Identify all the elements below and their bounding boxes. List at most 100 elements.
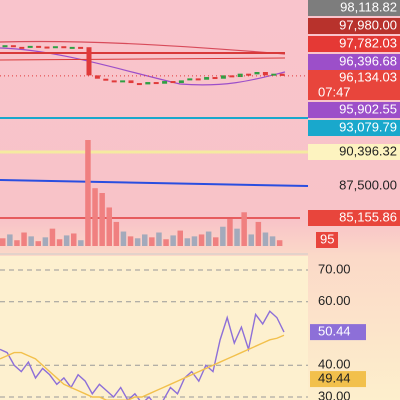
candle: [2, 45, 8, 48]
volume-bar: [142, 234, 148, 246]
volume-bar: [170, 235, 176, 246]
candle: [212, 77, 218, 80]
price-label-box: [308, 120, 400, 136]
candle: [61, 46, 67, 49]
price-label: 90,396.32: [339, 143, 397, 158]
volume-bar: [241, 212, 247, 246]
price-label: 97,980.00: [339, 17, 397, 32]
volume-bar: [191, 236, 198, 246]
rsi-tick-label: 40.00: [318, 357, 351, 372]
candle: [204, 77, 210, 80]
level-line: [0, 57, 286, 61]
volume-bar: [78, 240, 84, 246]
volume-bar: [248, 234, 254, 246]
price-label-box: [308, 86, 400, 100]
volume-bar: [63, 235, 70, 246]
candle: [120, 80, 126, 83]
volume-bar: [255, 221, 262, 246]
volume-bar: [120, 231, 127, 246]
rsi-line: [0, 310, 285, 400]
volume-bar: [56, 239, 63, 246]
volume-bar: [227, 219, 233, 246]
price-label-box: [308, 18, 400, 34]
candle: [19, 46, 25, 49]
volume-bar: [99, 193, 105, 246]
rsi-value-box: [310, 371, 366, 388]
price-label-box: [308, 0, 400, 16]
price-label: 93,079.79: [339, 119, 397, 134]
volume-bar: [113, 221, 120, 246]
candle: [136, 83, 142, 86]
candle: [195, 78, 201, 81]
volume-bar: [92, 188, 98, 246]
volume-bar: [276, 240, 283, 246]
volume-bar: [134, 238, 141, 246]
candle: [78, 46, 84, 49]
candle: [271, 73, 277, 76]
rsi-tick-label: 60.00: [318, 293, 351, 308]
price-label: 95,902.55: [339, 101, 397, 116]
rsi-value-label: 50.44: [318, 324, 351, 339]
candle: [246, 73, 252, 76]
volume-bar: [213, 237, 219, 246]
volume-bar: [127, 236, 134, 246]
price-label: 96,134.03: [339, 69, 397, 84]
volume-bar: [42, 237, 49, 246]
volume-bar: [163, 239, 169, 246]
price-label: 87,500.00: [339, 177, 397, 192]
rsi-background: [0, 256, 308, 400]
volume-bar: [106, 207, 112, 246]
candle: [162, 81, 168, 84]
countdown: 07:47: [318, 84, 351, 99]
candle: [187, 78, 193, 81]
candle: [254, 72, 260, 75]
volume-bar: [85, 140, 91, 246]
candle: [52, 46, 58, 49]
volume-bar: [14, 240, 20, 246]
candle: [94, 75, 100, 79]
price-label: 85,155.86: [339, 209, 397, 224]
ma-line: [0, 40, 286, 55]
candle: [145, 82, 151, 85]
candle: [69, 46, 75, 49]
price-label-box: [308, 144, 400, 160]
volume-bar: [156, 232, 162, 246]
candle: [36, 45, 42, 48]
volume-bar: [177, 230, 183, 246]
rsi-tick-label: 30.00: [318, 388, 351, 400]
level-line: [0, 179, 309, 187]
volume-bar: [7, 234, 13, 246]
rsi-value-box: [310, 324, 366, 341]
candle: [262, 72, 268, 76]
price-label: 97,782.03: [339, 35, 397, 50]
volume-bar: [269, 236, 276, 246]
candle: [27, 45, 33, 48]
price-label-box: [316, 232, 338, 248]
volume-bar: [220, 226, 226, 246]
candle: [103, 78, 109, 81]
price-label-box: [308, 70, 400, 86]
volume-bar: [184, 238, 191, 246]
rsi-line: [0, 334, 285, 400]
rsi-tick-label: 70.00: [318, 261, 351, 276]
price-label: 96,396.68: [339, 53, 397, 68]
candle: [237, 73, 243, 78]
volume-bar: [28, 236, 34, 246]
candle: [279, 73, 285, 76]
candle: [111, 80, 117, 83]
price-label: 95: [320, 231, 334, 246]
candle: [153, 82, 159, 85]
candle: [10, 45, 16, 48]
volume-bar: [198, 234, 205, 246]
volume-bar: [35, 241, 41, 246]
rsi-value-label: 49.44: [318, 371, 351, 386]
candle: [229, 75, 235, 78]
volume-bar: [71, 233, 77, 246]
volume-bar: [234, 228, 240, 246]
candle: [86, 47, 92, 76]
volume-bar: [21, 232, 27, 246]
candle: [44, 46, 50, 49]
volume-bar: [205, 231, 212, 246]
price-label-box: [308, 36, 400, 52]
